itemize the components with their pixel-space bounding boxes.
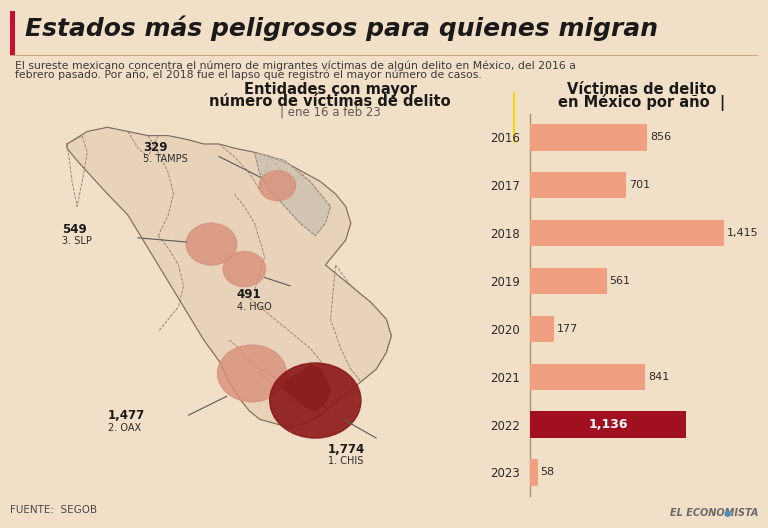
Circle shape [217, 345, 286, 402]
Text: Víctimas de delito: Víctimas de delito [567, 82, 716, 97]
Bar [530, 364, 645, 390]
Bar [530, 316, 554, 342]
Text: Estados más peligrosos para quienes migran: Estados más peligrosos para quienes migr… [25, 16, 657, 41]
Bar [530, 172, 626, 199]
Text: El sureste mexicano concentra el número de migrantes víctimas de algún delito en: El sureste mexicano concentra el número … [15, 60, 576, 71]
Text: 856: 856 [650, 133, 671, 143]
Bar [530, 268, 607, 294]
Text: | ene 16 a feb 23: | ene 16 a feb 23 [280, 106, 381, 119]
Text: 5. TAMPS: 5. TAMPS [143, 154, 187, 164]
Text: EL ECONOMISTA: EL ECONOMISTA [670, 508, 759, 518]
Text: 1,477: 1,477 [108, 409, 145, 422]
Text: 1,415: 1,415 [727, 228, 758, 238]
Text: febrero pasado. Por año, el 2018 fue el lapso que registró el mayor número de ca: febrero pasado. Por año, el 2018 fue el … [15, 70, 482, 80]
Text: 1,774: 1,774 [328, 443, 366, 456]
Text: 561: 561 [610, 276, 631, 286]
Polygon shape [67, 127, 392, 428]
Polygon shape [254, 152, 330, 235]
Text: 491: 491 [237, 288, 261, 301]
Text: FUENTE:  SEGOB: FUENTE: SEGOB [10, 505, 97, 515]
Text: en México por año  |: en México por año | [558, 94, 725, 111]
Bar [530, 411, 686, 438]
Text: 5,745: 5,745 [438, 118, 505, 138]
Text: 2. OAX: 2. OAX [108, 422, 141, 432]
Text: 1,136: 1,136 [588, 418, 627, 431]
Text: 549: 549 [62, 223, 87, 236]
Text: 58: 58 [541, 467, 554, 477]
Text: número de víctimas de delito: número de víctimas de delito [210, 94, 451, 109]
Bar [530, 459, 538, 486]
Circle shape [270, 363, 361, 438]
Text: 329: 329 [143, 141, 167, 154]
Text: 177: 177 [557, 324, 578, 334]
Text: 701: 701 [629, 180, 650, 190]
Polygon shape [275, 365, 330, 411]
Text: Entidades con mayor: Entidades con mayor [243, 82, 417, 97]
Bar [530, 124, 647, 150]
Bar [530, 220, 724, 246]
Text: 1. CHIS: 1. CHIS [328, 456, 363, 466]
Circle shape [223, 252, 266, 287]
Circle shape [186, 223, 237, 265]
Text: ●: ● [723, 510, 730, 518]
Text: 841: 841 [648, 372, 669, 382]
Text: 4. HGO: 4. HGO [237, 301, 272, 312]
Circle shape [259, 171, 296, 201]
Text: Total:: Total: [456, 101, 486, 111]
Text: 3. SLP: 3. SLP [62, 236, 91, 246]
